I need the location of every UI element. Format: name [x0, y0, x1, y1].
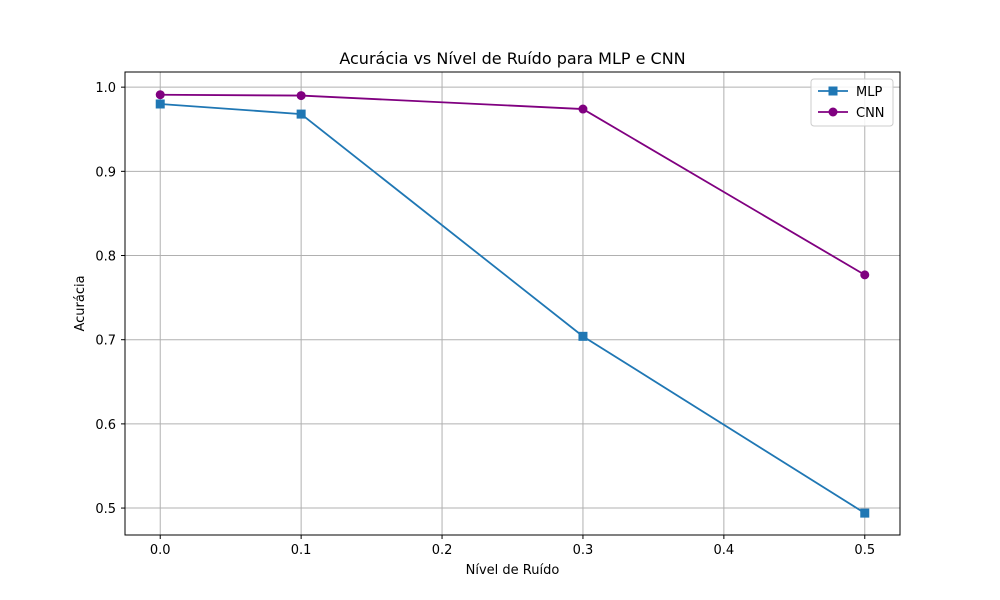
y-tick-label: 0.8	[95, 250, 116, 265]
data-point-mlp	[296, 109, 306, 119]
x-tick-label: 0.3	[573, 543, 594, 558]
legend-marker-mlp	[828, 86, 838, 96]
y-tick-label: 0.5	[95, 502, 116, 517]
x-tick-label: 0.2	[432, 543, 453, 558]
series-mlp	[155, 99, 870, 518]
series-line-cnn	[160, 93, 866, 276]
x-axis-ticks: 0.0 0.1 0.2 0.3 0.4 0.5	[150, 535, 875, 558]
chart-title: Acurácia vs Nível de Ruído para MLP e CN…	[339, 49, 685, 68]
y-axis-ticks: 0.5 0.6 0.7 0.8 0.9 1.0	[95, 81, 125, 517]
data-point-mlp	[860, 508, 870, 518]
y-tick-label: 0.9	[95, 165, 116, 180]
data-point-mlp	[155, 99, 165, 109]
data-point-cnn	[296, 91, 306, 101]
y-tick-label: 0.7	[95, 334, 116, 349]
legend-marker-cnn	[828, 107, 838, 117]
x-tick-label: 0.4	[714, 543, 735, 558]
series-line-mlp	[160, 103, 866, 514]
x-axis-label: Nível de Ruído	[466, 563, 560, 578]
y-tick-label: 1.0	[95, 81, 116, 96]
x-tick-label: 0.0	[150, 543, 171, 558]
legend-label-mlp: MLP	[856, 85, 882, 100]
legend: MLP CNN	[810, 78, 894, 127]
grid	[125, 72, 900, 535]
x-tick-label: 0.1	[291, 543, 312, 558]
data-point-cnn	[860, 270, 870, 280]
y-tick-label: 0.6	[95, 418, 116, 433]
series-cnn	[155, 90, 870, 280]
y-axis-label: Acurácia	[73, 275, 88, 331]
data-point-cnn	[578, 104, 588, 114]
x-tick-label: 0.5	[854, 543, 875, 558]
series-layer	[155, 90, 870, 518]
data-point-cnn	[155, 90, 165, 100]
legend-label-cnn: CNN	[856, 106, 885, 121]
data-point-mlp	[578, 331, 588, 341]
plot-frame	[124, 71, 901, 536]
